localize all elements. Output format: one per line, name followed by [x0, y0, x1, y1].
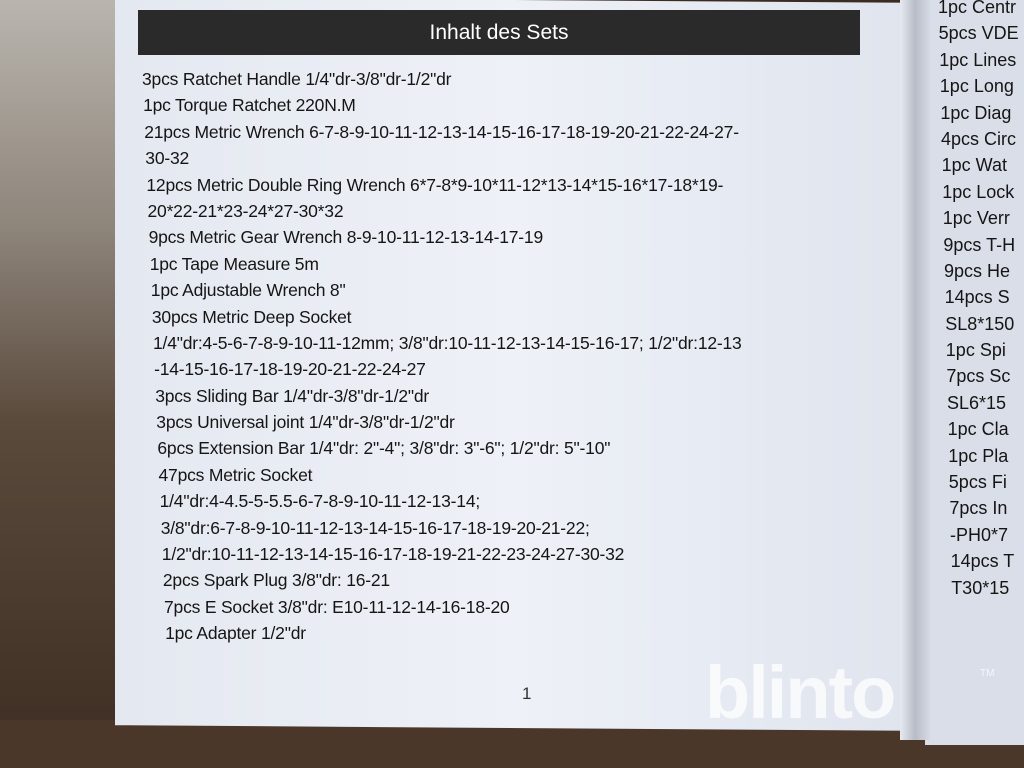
- list-item: 7pcs E Socket 3/8"dr: E10-11-12-14-16-18…: [164, 596, 510, 617]
- list-item: 20*22-21*23-24*27-30*32: [147, 200, 344, 221]
- page-number: 1: [522, 684, 532, 703]
- list-item: 9pcs T-H: [943, 234, 1016, 255]
- list-item: 47pcs Metric Socket: [158, 464, 313, 485]
- list-item: 1pc Long: [939, 76, 1014, 97]
- list-item: SL8*150: [945, 313, 1015, 334]
- list-item: 1pc Torque Ratchet 220N.M: [143, 95, 356, 116]
- list-item: 1pc Spi: [945, 340, 1006, 361]
- list-item: 5pcs Fi: [948, 472, 1007, 493]
- list-item: 6pcs Extension Bar 1/4"dr: 2"-4"; 3/8"dr…: [157, 438, 611, 459]
- trademark-mark: TM: [980, 668, 995, 679]
- list-item: 30-32: [145, 148, 190, 169]
- right-page-contents-list: 1pc Centr 5pcs VDE 1pc Lines 1pc Long 1pc Di…: [938, 0, 1024, 601]
- list-item: 1pc Wat: [941, 155, 1007, 176]
- list-item: 2pcs Spark Plug 3/8"dr: 16-21: [162, 570, 390, 591]
- list-item: -14-15-16-17-18-19-20-21-22-24-27: [154, 359, 426, 380]
- list-item: 1pc Verr: [942, 208, 1010, 229]
- list-item: 1pc Diag: [940, 102, 1012, 123]
- list-item: 1pc Lines: [939, 49, 1017, 70]
- list-item: 1pc Adjustable Wrench 8": [150, 280, 346, 301]
- list-item: 4pcs Circ: [941, 128, 1017, 149]
- section-header: Inhalt des Sets: [138, 10, 860, 55]
- list-item: 30pcs Metric Deep Socket: [151, 306, 352, 327]
- list-item: 3/8"dr:6-7-8-9-10-11-12-13-14-15-16-17-1…: [160, 517, 590, 538]
- list-item: 3pcs Ratchet Handle 1/4"dr-3/8"dr-1/2"dr: [142, 69, 452, 89]
- list-item: 1/2"dr:10-11-12-13-14-15-16-17-18-19-21-…: [161, 544, 625, 565]
- list-item: 14pcs S: [944, 287, 1010, 308]
- booklet-spine: [900, 0, 930, 740]
- list-item: SL6*15: [947, 392, 1007, 413]
- list-item: 21pcs Metric Wrench 6-7-8-9-10-11-12-13-…: [144, 121, 739, 142]
- list-item: 7pcs Sc: [946, 366, 1011, 387]
- list-item: 1pc Cla: [947, 419, 1009, 440]
- list-item: 9pcs Metric Gear Wrench 8-9-10-11-12-13-…: [148, 227, 544, 248]
- list-item: 7pcs In: [949, 498, 1008, 519]
- list-item: 1pc Pla: [948, 445, 1009, 466]
- list-item: 1pc Centr: [938, 0, 1017, 17]
- list-item: 3pcs Universal joint 1/4"dr-3/8"dr-1/2"d…: [156, 412, 455, 433]
- watermark-logo: blinto: [705, 651, 896, 734]
- contents-list: 3pcs Ratchet Handle 1/4"dr-3/8"dr-1/2"dr…: [142, 66, 902, 647]
- list-item: 1pc Lock: [942, 181, 1015, 202]
- list-item: 5pcs VDE: [938, 23, 1019, 44]
- list-item: 9pcs He: [944, 260, 1011, 281]
- list-item: 1/4"dr:4-5-6-7-8-9-10-11-12mm; 3/8"dr:10…: [153, 332, 742, 353]
- list-item: 12pcs Metric Double Ring Wrench 6*7-8*9-…: [146, 174, 724, 195]
- section-title: Inhalt des Sets: [429, 20, 569, 44]
- list-item: 1pc Adapter 1/2"dr: [165, 623, 306, 644]
- list-item: 14pcs T: [950, 551, 1015, 572]
- list-item: 3pcs Sliding Bar 1/4"dr-3/8"dr-1/2"dr: [155, 385, 430, 406]
- list-item: 1pc Tape Measure 5m: [149, 253, 319, 274]
- list-item: 1/4"dr:4-4.5-5-5.5-6-7-8-9-10-11-12-13-1…: [159, 491, 481, 512]
- list-item: -PH0*7: [950, 524, 1009, 545]
- booklet-right-page: [925, 0, 1024, 745]
- list-item: T30*15: [951, 577, 1010, 598]
